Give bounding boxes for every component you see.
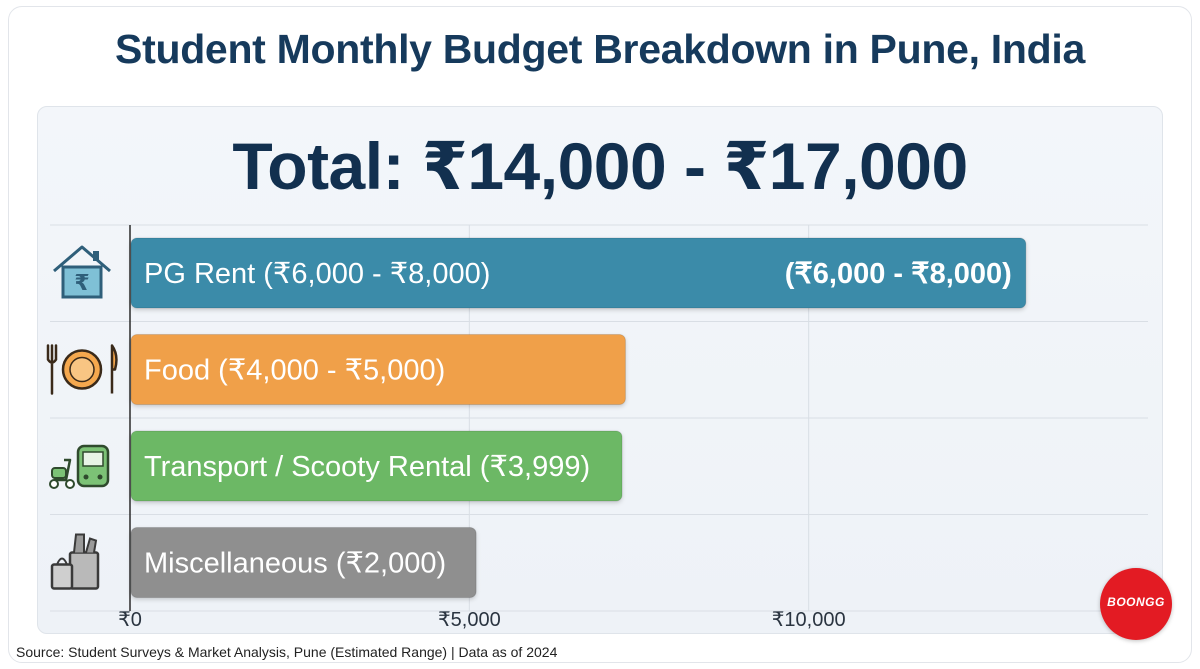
logo-text: BOONGG <box>1107 595 1165 609</box>
bar-category-label: Food (₹4,000 - ₹5,000) <box>144 355 445 387</box>
bar-category-label: Transport / Scooty Rental (₹3,999) <box>144 451 590 483</box>
x-tick-label: ₹0 <box>118 609 142 631</box>
x-tick-label: ₹5,000 <box>438 609 501 631</box>
bar <box>130 334 626 405</box>
bar-value-label: (₹6,000 - ₹8,000) <box>785 258 1012 290</box>
svg-text:₹: ₹ <box>74 271 89 296</box>
bar <box>130 430 623 502</box>
total-label: Total: ₹14,000 - ₹17,000 <box>232 129 968 203</box>
brand-logo: BOONGG <box>1100 568 1172 640</box>
chart-title: Student Monthly Budget Breakdown in Pune… <box>115 26 1085 72</box>
grocery-bags-icon <box>50 533 100 590</box>
source-footer: Source: Student Surveys & Market Analysi… <box>16 644 558 660</box>
x-tick-label: ₹10,000 <box>772 609 846 631</box>
scooter-bus-icon <box>49 444 110 489</box>
house-rupee-icon: ₹ <box>53 245 111 299</box>
bar <box>130 237 1027 309</box>
plate-fork-knife-icon <box>46 344 118 395</box>
bar <box>130 527 477 598</box>
bar-category-label: PG Rent (₹6,000 - ₹8,000) <box>144 258 490 290</box>
bar-category-label: Miscellaneous (₹2,000) <box>144 548 446 580</box>
